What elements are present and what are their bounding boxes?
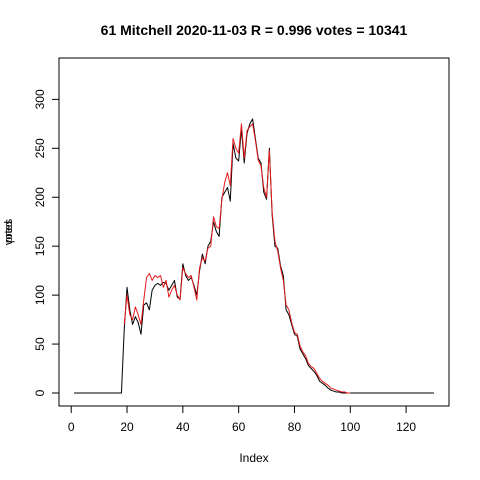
- series-line-black: [74, 118, 434, 394]
- x-tick-label: 0: [68, 420, 75, 434]
- y-tick-label: 200: [33, 187, 47, 207]
- chart-title: 61 Mitchell 2020-11-03 R = 0.996 votes =…: [101, 22, 408, 38]
- y-tick-label: 100: [33, 285, 47, 305]
- x-tick-label: 120: [396, 420, 416, 434]
- x-tick-label: 40: [176, 420, 190, 434]
- y-axis-label-pred: pred: [3, 221, 15, 243]
- y-tick-label: 0: [33, 389, 47, 396]
- x-tick-label: 80: [288, 420, 302, 434]
- y-tick-label: 300: [33, 89, 47, 109]
- plot-frame: [58, 57, 450, 407]
- series-layer: [74, 118, 434, 394]
- x-axis-label: Index: [239, 451, 268, 465]
- y-axis-label: votes pred: [3, 218, 15, 245]
- x-tick-label: 100: [340, 420, 360, 434]
- x-tick-label: 60: [232, 420, 246, 434]
- y-tick-label: 150: [33, 236, 47, 256]
- y-axis-label-votes: votes: [3, 218, 15, 245]
- x-tick-label: 20: [120, 420, 134, 434]
- y-tick-label: 250: [33, 138, 47, 158]
- x-axis: 0 20 40 60 80 100 120: [68, 405, 416, 434]
- y-tick-label: 50: [33, 337, 47, 351]
- y-axis: 0 50 100 150 200 250 300: [33, 89, 60, 396]
- series-line-red: [123, 123, 351, 394]
